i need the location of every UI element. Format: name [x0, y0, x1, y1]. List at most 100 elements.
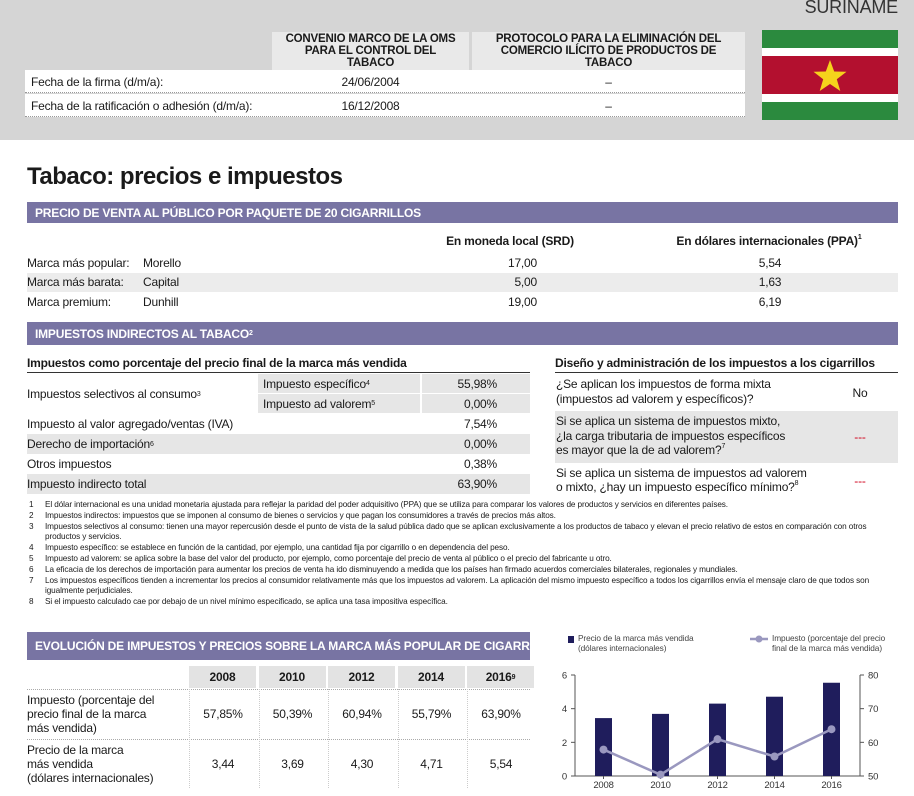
table-value: 4,71: [397, 739, 465, 788]
year-label: 2008: [209, 670, 236, 684]
row-label-text: Impuesto al valor agregado/ventas (IVA): [27, 417, 234, 431]
question-line: o mixto, ¿hay un impuesto específico mín…: [556, 480, 799, 494]
tax-value: 0,38%: [463, 457, 497, 471]
footnote: 8 Si el impuesto calculado cae por debajo…: [27, 597, 907, 608]
row-label-text: Impuestos selectivos al consumo: [27, 387, 197, 401]
price-ppa: 1,63: [758, 275, 782, 289]
price-row: [27, 272, 898, 292]
table-row: [27, 689, 530, 738]
y-tick-label: 6: [562, 671, 567, 682]
table-value: 63,90%: [467, 689, 534, 738]
subheading: Impuestos como porcentaje del precio fin…: [27, 356, 530, 373]
legend-swatch: [755, 635, 763, 643]
row-label-line: precio final de la marca: [27, 706, 147, 721]
date-value: –: [605, 74, 612, 89]
date-value: 16/12/2008: [341, 98, 400, 113]
table-value: 4,30: [328, 739, 395, 788]
y2-tick-label: 60: [868, 738, 878, 749]
row-label: Precio de la marca más vendida (dólares in…: [27, 739, 187, 788]
footnote-text: Si el impuesto calculado cae por debajo …: [45, 597, 448, 607]
row-label-text: Impuesto indirecto total: [27, 477, 147, 491]
header-row: [25, 70, 745, 93]
question: Si se aplica un sistema de impuestos ad …: [556, 466, 836, 497]
y2-tick-label: 70: [868, 704, 878, 715]
row-label-line: Precio de la marca: [27, 742, 124, 757]
footnote: 5 Impuesto ad valorem: se aplica sobre la…: [27, 554, 907, 565]
legend-label: Impuesto (porcentaje del precio final de…: [772, 633, 886, 653]
table-value: 57,85%: [189, 689, 256, 738]
footnote: 6 La eficacia de los derechos de importac…: [27, 565, 907, 576]
chart: 0 2 4 6 50 60 70 80 2008 2010 2012 2014 2016: [562, 635, 878, 791]
year-header: 2010: [258, 666, 326, 688]
footnote-number: 5: [29, 553, 34, 563]
tax-value: 0,00%: [422, 394, 530, 413]
note-ref: 5: [371, 400, 375, 407]
row-label: Impuestos selectivos al consumo 3: [27, 374, 257, 414]
footnote-text: Impuesto específico: se establece en fun…: [45, 543, 510, 553]
price-local: 5,00: [514, 275, 537, 289]
footnote-text: La eficacia de los derechos de importaci…: [45, 564, 738, 574]
question: ¿Se aplican los impuestos de forma mixta…: [556, 377, 836, 408]
footnote-text: Impuestos indirectos: impuestos que se i…: [45, 510, 556, 520]
point: [713, 735, 722, 744]
year-header: 2012: [328, 666, 395, 688]
price-row: [27, 253, 898, 272]
date-value: –: [605, 98, 612, 113]
row-label-line: más vendida: [27, 756, 93, 771]
question-line: (impuestos ad valorem y específicos)?: [556, 391, 754, 406]
section-bar: IMPUESTOS INDIRECTOS AL TABACO 2: [27, 322, 898, 345]
table-value: 3,69: [258, 739, 326, 788]
section-bar: EVOLUCIÓN DE IMPUESTOS Y PRECIOS SOBRE L…: [27, 632, 564, 660]
page-title: Tabaco: precios e impuestos: [27, 163, 343, 190]
year-label: 2016: [485, 670, 512, 684]
sub-row-label: Impuesto específico: [263, 376, 366, 391]
row-label-line: Impuesto (porcentaje del: [27, 692, 155, 707]
footnote-text: Los impuestos específicos tienden a incr…: [45, 575, 870, 596]
table-value: 5,54: [467, 739, 534, 788]
year-label: 2014: [418, 670, 444, 684]
row-label: Otros impuestos: [27, 454, 407, 474]
footnote-text: Impuestos selectivos al consumo: tienen …: [45, 521, 867, 542]
brand-name: Dunhill: [143, 294, 179, 309]
footnote-number: 1: [29, 500, 34, 509]
legend-label: Precio de la marca más vendida (dólares …: [578, 633, 694, 653]
tax-value: 7,54%: [463, 417, 497, 431]
row-label: Marca más popular:: [27, 255, 130, 270]
note-ref: 6: [150, 440, 154, 448]
footnote: 1 El dólar internacional es una unidad mo…: [27, 500, 907, 511]
footnote: 2 Impuestos indirectos: impuestos que se …: [27, 511, 907, 522]
section-bar: PRECIO DE VENTA AL PÚBLICO POR PAQUETE D…: [27, 202, 898, 223]
row-label: Impuesto indirecto total: [27, 474, 407, 494]
footnote-number: 4: [29, 543, 34, 553]
brand-name: Capital: [143, 275, 179, 289]
question-line: Si se aplica un sistema de impuestos ad …: [556, 465, 807, 480]
price-local: 19,00: [507, 294, 537, 309]
footnote-number: 7: [29, 575, 34, 585]
note-ref: 4: [365, 380, 370, 387]
answer: No: [852, 385, 868, 400]
row-label: Marca premium:: [27, 294, 111, 309]
row-label-text: Derecho de importación: [27, 437, 151, 451]
row-label: Fecha de la ratificación o adhesión (d/m…: [31, 98, 253, 113]
table-row: [27, 739, 530, 788]
year-label: 2010: [279, 670, 305, 684]
y-tick-label: 0: [562, 772, 567, 783]
brand-name: Morello: [143, 255, 181, 270]
bar: [652, 713, 669, 776]
question-line: ¿Se aplican los impuestos de forma mixta: [556, 377, 771, 391]
tax-row: [27, 474, 530, 494]
table-value: 3,44: [189, 739, 256, 788]
sub-row: Impuesto ad valorem 5: [258, 394, 420, 413]
year-header: 2008: [189, 666, 256, 688]
x-tick-label: 2008: [593, 780, 613, 791]
footnote-number: 3: [29, 521, 34, 531]
row-label: Marca más barata:: [27, 275, 124, 289]
year-header: 2014: [397, 666, 465, 688]
table-value: 60,94%: [328, 689, 395, 738]
x-tick-label: 2016: [821, 780, 841, 791]
question: Si se aplica un sistema de impuestos mix…: [556, 414, 836, 460]
note-ref: 8: [794, 480, 799, 487]
x-tick-label: 2014: [764, 780, 784, 791]
tax-row: [27, 414, 530, 434]
